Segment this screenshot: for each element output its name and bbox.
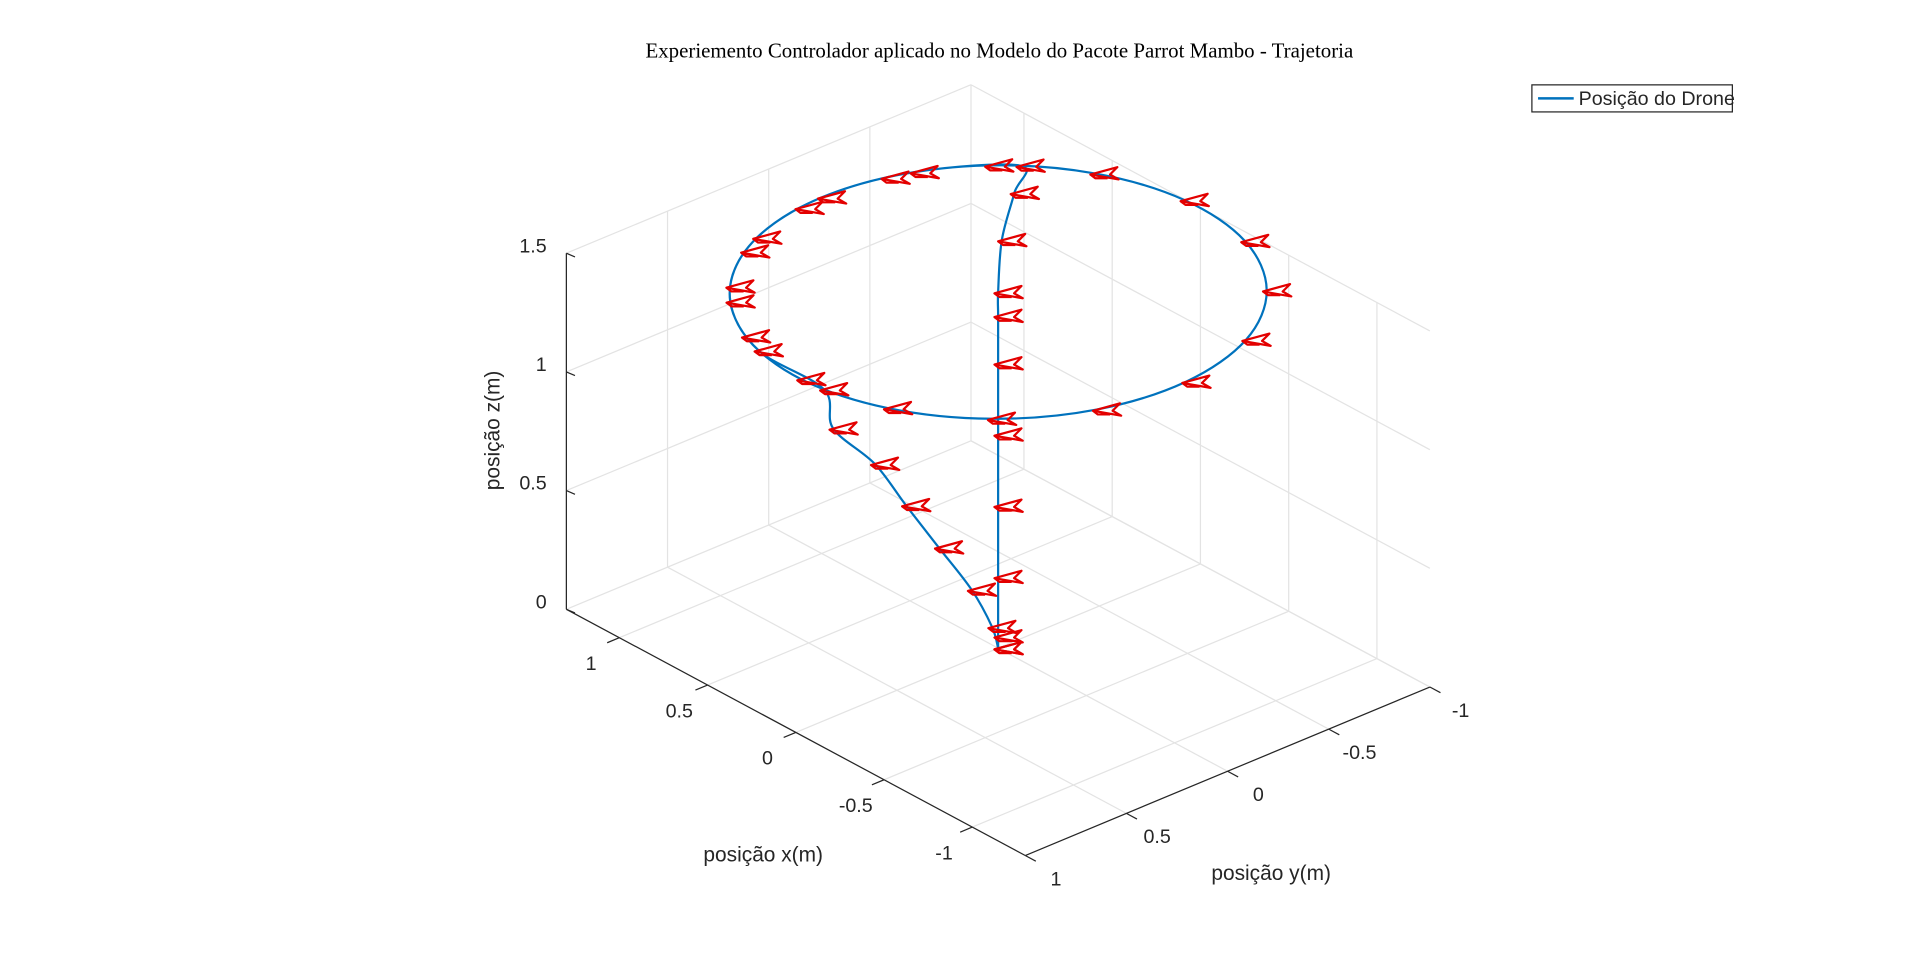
drone-marker (794, 200, 825, 216)
z-tick-label: 1 (536, 354, 547, 376)
axes: -1 -0.5 0 0.5 1 -1 -0.5 0 0.5 1 0 0.5 1 1.5 (519, 235, 1469, 890)
x-tick-label: 1 (586, 653, 597, 675)
grid (565, 84, 1431, 857)
x-tick-label: -1 (935, 842, 952, 864)
y-tick (1429, 686, 1441, 694)
y-tick-label: 1 (1051, 868, 1062, 890)
drone-marker (993, 284, 1024, 300)
legend: Posição do Drone (1531, 84, 1735, 113)
z-tick (566, 490, 576, 495)
drone-marker (740, 329, 772, 344)
drone-marker (993, 356, 1024, 371)
y-axis-label: posição y(m) (1211, 862, 1331, 885)
drone-marker (993, 427, 1024, 442)
drone-marker (984, 158, 1015, 173)
x-tick (871, 779, 885, 786)
x-tick-label: 0.5 (666, 700, 693, 722)
grid-line (970, 321, 1431, 569)
plot-area (725, 158, 1293, 656)
grid-line (869, 482, 1330, 730)
drone-marker (882, 400, 914, 416)
y-tick (1126, 812, 1138, 820)
drone-marker (997, 232, 1028, 248)
grid-line (566, 321, 972, 492)
grid-line (970, 440, 1431, 688)
y-tick (1328, 728, 1340, 736)
drone-marker (1181, 374, 1212, 389)
x-axis-label: posição x(m) (703, 844, 823, 867)
drone-marker (1091, 402, 1123, 417)
drone-marker (725, 279, 756, 294)
z-tick-label: 0 (536, 591, 547, 613)
y-tick-label: -0.5 (1343, 742, 1377, 764)
drone-marker (752, 230, 783, 245)
drone-marker (880, 170, 911, 185)
y-tick-label: 0 (1253, 784, 1264, 806)
x-tick (695, 684, 708, 691)
drone-marker (933, 540, 965, 555)
drone-marker (1015, 158, 1046, 173)
drone-marker (993, 308, 1024, 324)
grid-line (970, 202, 1431, 451)
drone-marker (993, 498, 1024, 513)
y-tick (1024, 854, 1037, 862)
drone-marker (753, 342, 785, 358)
z-tick-label: 1.5 (519, 235, 546, 257)
chart-title: Experiemento Controlador aplicado no Mod… (645, 39, 1353, 63)
grid-line (566, 84, 972, 254)
legend-label: Posição do Drone (1579, 88, 1735, 110)
drone-marker (993, 569, 1024, 585)
drone-marker (869, 456, 901, 472)
z-tick (566, 252, 576, 258)
grid-line (667, 566, 1127, 814)
drone-marker (740, 244, 771, 259)
drone-marker (819, 381, 850, 397)
y-tick (1227, 770, 1239, 778)
grid-line (566, 202, 972, 373)
drone-marker (828, 421, 859, 436)
drone-marker (900, 497, 932, 513)
drone-marker (1261, 283, 1293, 298)
drone-marker (725, 294, 756, 309)
z-tick-label: 0.5 (519, 473, 546, 495)
drone-marker (966, 582, 998, 597)
y-tick-label: 0.5 (1143, 826, 1170, 848)
drone-marker (1240, 233, 1271, 249)
drone-marker (987, 619, 1018, 635)
x-tick-label: 0 (762, 748, 773, 770)
x-tick (783, 731, 797, 739)
drone-marker (1089, 166, 1120, 181)
y-tick-label: -1 (1452, 700, 1469, 722)
drone-marker (1179, 192, 1210, 208)
x-tick (959, 826, 973, 833)
grid-line (566, 440, 972, 610)
z-tick (566, 371, 576, 377)
drone-marker (986, 411, 1018, 427)
drone-marker (1009, 185, 1041, 201)
drone-marker (1241, 332, 1272, 347)
drone-marker (909, 164, 940, 180)
x-tick (606, 637, 620, 644)
drone-marker (993, 640, 1024, 656)
x-tick-label: -0.5 (839, 795, 873, 817)
z-axis-label: posição z(m) (481, 371, 504, 491)
z-tick (566, 608, 576, 614)
drone-marker (796, 371, 827, 387)
